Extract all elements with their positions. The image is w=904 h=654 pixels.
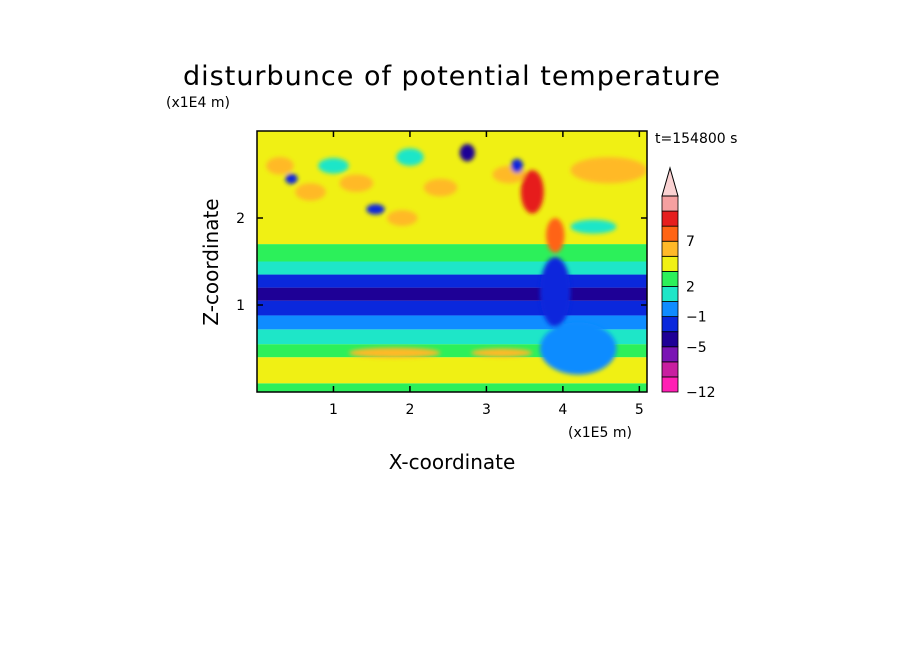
contour-band-5 xyxy=(257,300,647,316)
colorbar-box-5 xyxy=(661,301,679,318)
colorbar-box-10 xyxy=(661,225,679,242)
contour-feature-18 xyxy=(539,322,617,375)
colorbar-box-11 xyxy=(661,210,679,227)
colorbar-box-12 xyxy=(661,195,679,212)
y-axis-ticks: 12 xyxy=(236,211,647,314)
colorbar-box-0 xyxy=(661,376,679,393)
colorbar-label-7: 2 xyxy=(686,279,695,295)
contour-band-7 xyxy=(257,274,647,288)
contour-feature-2 xyxy=(295,183,326,201)
x-axis-label: X-coordinate xyxy=(389,450,516,474)
x-tick-label-2: 3 xyxy=(482,402,491,418)
colorbar-box-7 xyxy=(661,270,679,287)
colorbar xyxy=(661,166,679,393)
contour-feature-1 xyxy=(285,173,298,185)
contour-feature-8 xyxy=(423,178,458,197)
contour-feature-11 xyxy=(510,158,524,173)
colorbar-label-10: 7 xyxy=(686,234,695,250)
contour-feature-4 xyxy=(339,174,374,192)
contour-feature-7 xyxy=(396,148,424,166)
contour-feature-6 xyxy=(387,210,418,226)
colorbar-extend-max xyxy=(661,166,679,197)
colorbar-box-4 xyxy=(661,316,679,333)
colorbar-label-3: −5 xyxy=(686,340,707,356)
x-tick-label-0: 1 xyxy=(329,402,338,418)
colorbar-label-5: −1 xyxy=(686,310,707,326)
colorbar-box-1 xyxy=(661,361,679,378)
contour-feature-0 xyxy=(266,157,294,175)
colorbar-box-3 xyxy=(661,331,679,348)
y-tick-label-1: 2 xyxy=(236,211,245,227)
contour-features xyxy=(266,144,647,375)
x-axis-ticks: 1 2 3 4 5 xyxy=(329,131,644,418)
plot-area xyxy=(257,131,647,392)
y-tick-label-0: 1 xyxy=(236,298,245,314)
contour-feature-19 xyxy=(539,257,571,327)
x-tick-label-4: 5 xyxy=(635,402,644,418)
contour-band-8 xyxy=(257,261,647,275)
contour-band-6 xyxy=(257,287,647,301)
colorbar-box-2 xyxy=(661,346,679,363)
colorbar-box-8 xyxy=(661,255,679,272)
contour-feature-15 xyxy=(570,219,617,234)
y-scale-label: (x1E4 m) xyxy=(166,95,230,111)
contour-feature-16 xyxy=(348,347,441,359)
colorbar-box-9 xyxy=(661,240,679,257)
plot-frame xyxy=(256,130,648,393)
colorbar-labels: −12−5−127 xyxy=(686,234,716,401)
contour-feature-5 xyxy=(366,204,385,215)
time-label: t=154800 s xyxy=(655,131,737,147)
contour-feature-17 xyxy=(471,348,533,358)
contour-band-0 xyxy=(257,383,647,392)
y-axis-label: Z-coordinate xyxy=(199,198,223,325)
contour-feature-9 xyxy=(459,144,475,162)
colorbar-label-0: −12 xyxy=(686,385,716,401)
colorbar-box-6 xyxy=(661,286,679,302)
contour-feature-13 xyxy=(546,218,565,253)
x-tick-label-3: 4 xyxy=(558,402,567,418)
contour-feature-14 xyxy=(570,157,647,184)
x-scale-label: (x1E5 m) xyxy=(568,425,632,441)
contour-band-9 xyxy=(257,244,647,262)
contour-feature-3 xyxy=(318,157,349,174)
contour-feature-12 xyxy=(520,170,544,214)
x-tick-label-1: 2 xyxy=(405,402,414,418)
chart-title: disturbunce of potential temperature xyxy=(183,61,721,92)
